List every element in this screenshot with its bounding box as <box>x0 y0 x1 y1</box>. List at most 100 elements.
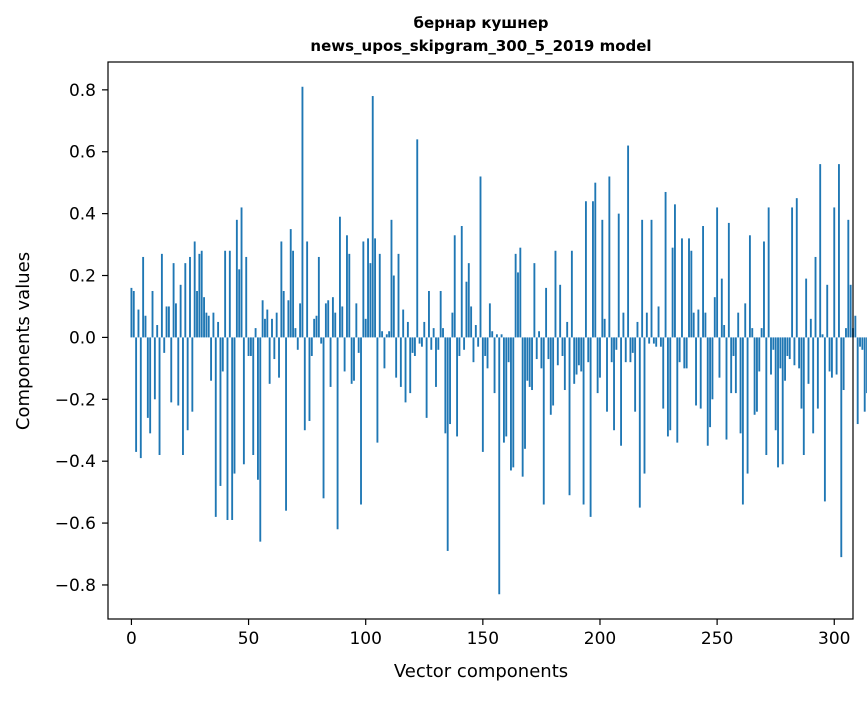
bar <box>495 334 498 338</box>
bar <box>296 337 299 350</box>
bar <box>371 96 374 338</box>
bar <box>575 337 578 375</box>
bar <box>772 337 775 350</box>
bar <box>549 337 552 415</box>
bar <box>622 312 625 338</box>
bar <box>362 241 365 338</box>
bar <box>198 253 201 338</box>
bar <box>570 250 573 338</box>
bar <box>589 337 592 517</box>
bar <box>331 297 334 338</box>
bar <box>791 207 794 338</box>
bar <box>364 318 367 338</box>
bar <box>266 309 269 338</box>
bar <box>383 337 386 369</box>
bar <box>308 337 311 421</box>
bar <box>397 253 400 338</box>
bar <box>498 337 501 595</box>
bar <box>449 337 451 425</box>
bar <box>228 250 231 338</box>
bar <box>247 337 250 356</box>
bar <box>329 337 332 387</box>
bar <box>231 337 234 520</box>
bar <box>435 337 437 387</box>
bar <box>444 337 447 434</box>
bar <box>784 337 786 381</box>
bar <box>137 309 140 338</box>
bar <box>156 325 159 338</box>
bar <box>662 337 665 409</box>
bar <box>706 337 709 446</box>
bar <box>502 337 505 443</box>
bar <box>800 337 803 409</box>
x-axis-label: Vector components <box>394 661 568 682</box>
bar <box>718 337 721 378</box>
y-axis-ticks: −0.8 −0.6 −0.4 −0.2 0.0 0.2 0.4 0.6 0.8 <box>55 81 108 596</box>
bar <box>409 337 412 394</box>
bar <box>460 226 463 338</box>
bar <box>657 306 660 338</box>
bar <box>388 331 391 338</box>
bar <box>847 219 850 338</box>
bar <box>620 337 622 446</box>
bar <box>514 253 517 338</box>
bar <box>500 334 503 338</box>
bar <box>406 321 409 338</box>
bar <box>467 263 470 338</box>
bar <box>488 303 491 338</box>
bar <box>821 334 824 338</box>
bar <box>413 337 416 356</box>
y-tick-label: −0.6 <box>55 514 96 534</box>
bar <box>596 337 599 394</box>
bar <box>510 337 512 471</box>
x-axis-ticks: 0 50 100 150 200 250 300 <box>126 619 850 649</box>
bar <box>559 284 562 338</box>
bar <box>313 318 316 338</box>
bar <box>346 235 348 338</box>
bar <box>453 235 456 338</box>
bar <box>603 318 606 338</box>
bar <box>259 337 262 542</box>
bar <box>235 219 238 338</box>
bar <box>465 281 468 338</box>
plot-frame <box>107 61 854 620</box>
bar <box>582 337 585 505</box>
bar <box>285 337 287 511</box>
bar <box>753 337 756 415</box>
bar <box>664 191 667 338</box>
bar <box>261 300 264 338</box>
bar <box>631 337 634 353</box>
bar <box>385 334 388 338</box>
bar <box>505 337 508 437</box>
bar <box>184 263 187 338</box>
bar <box>606 337 608 412</box>
bar <box>524 337 526 449</box>
bar <box>767 207 770 338</box>
y-tick-label: −0.4 <box>55 452 96 472</box>
bar <box>177 337 180 406</box>
bar <box>845 328 847 338</box>
x-tick-label: 150 <box>467 629 499 649</box>
bar <box>273 337 276 360</box>
y-axis-label: Components values <box>13 252 34 430</box>
bar <box>203 297 205 338</box>
bar <box>463 337 466 350</box>
bar <box>275 312 278 338</box>
bar <box>292 250 295 338</box>
bar <box>835 337 838 375</box>
bar <box>163 337 166 353</box>
y-tick-label: 0.2 <box>69 267 96 287</box>
bar <box>638 337 641 508</box>
bar <box>142 256 145 338</box>
bar <box>542 337 545 505</box>
bar <box>381 331 384 338</box>
y-tick-label: −0.8 <box>55 576 96 596</box>
bar <box>350 337 353 384</box>
bar <box>315 315 318 338</box>
bar <box>240 207 243 338</box>
bar <box>786 337 789 356</box>
bar <box>481 337 484 452</box>
bar <box>486 337 489 369</box>
bar <box>278 337 280 378</box>
bar <box>175 303 177 338</box>
